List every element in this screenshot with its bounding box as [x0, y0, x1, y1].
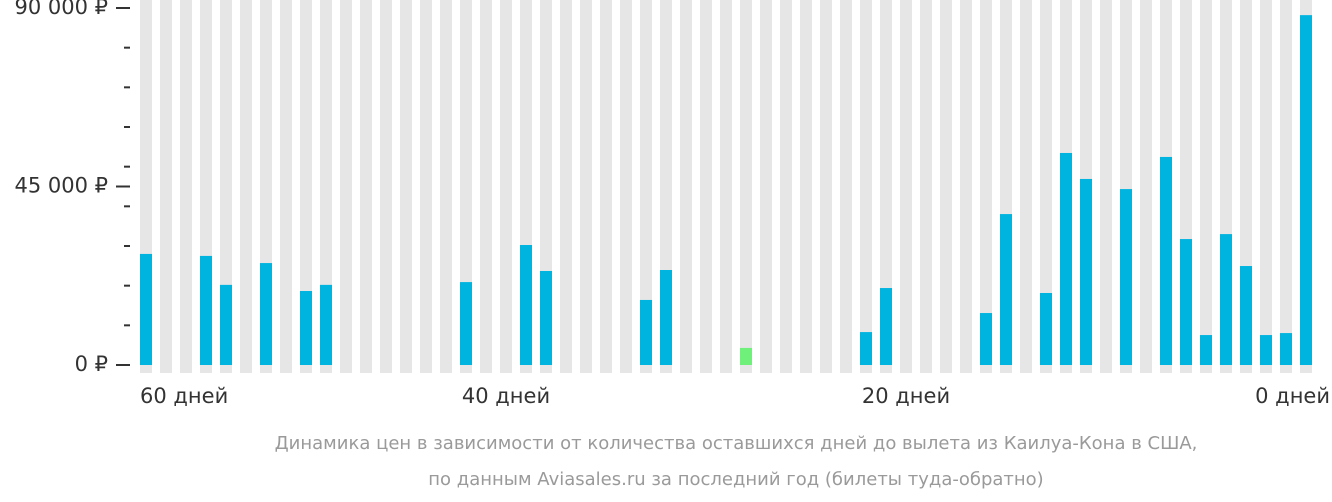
day-column [860, 0, 872, 373]
bar [860, 332, 872, 365]
bar [880, 288, 892, 365]
bar [740, 347, 752, 365]
bar [320, 284, 332, 365]
day-column [220, 0, 232, 373]
day-column [800, 0, 812, 373]
day-column [880, 0, 892, 373]
y-tick-label: 90 000 ₽ [14, 0, 108, 19]
day-column [640, 0, 652, 373]
bar [1260, 335, 1272, 365]
day-column [1140, 0, 1152, 373]
bar [640, 299, 652, 365]
day-column [820, 0, 832, 373]
day-column [1280, 0, 1292, 373]
day-column [980, 0, 992, 373]
day-column [240, 0, 252, 373]
day-column [840, 0, 852, 373]
day-column [580, 0, 592, 373]
bar [1000, 214, 1012, 365]
caption: Динамика цен в зависимости от количества… [275, 433, 1198, 454]
day-column [1100, 0, 1112, 373]
bar [1240, 266, 1252, 365]
bar [300, 291, 312, 365]
day-column [760, 0, 772, 373]
day-column [740, 0, 752, 373]
caption: по данным Aviasales.ru за последний год … [428, 469, 1043, 490]
x-tick-label: 0 дней [1255, 384, 1330, 408]
bar [520, 245, 532, 365]
day-column [300, 0, 312, 373]
bar [1280, 333, 1292, 365]
day-column [280, 0, 292, 373]
day-column [180, 0, 192, 373]
day-column [1200, 0, 1212, 373]
bar [1180, 239, 1192, 365]
day-column [940, 0, 952, 373]
day-column [620, 0, 632, 373]
x-tick-label: 20 дней [862, 384, 950, 408]
day-column [380, 0, 392, 373]
day-column [560, 0, 572, 373]
bar [1200, 335, 1212, 365]
day-column [900, 0, 912, 373]
day-column [340, 0, 352, 373]
bar [1040, 293, 1052, 365]
day-column [160, 0, 172, 373]
day-column [700, 0, 712, 373]
day-column [780, 0, 792, 373]
bar [540, 270, 552, 365]
day-column [360, 0, 372, 373]
bar [1080, 178, 1092, 365]
bar [660, 269, 672, 365]
bar [220, 284, 232, 365]
day-column [460, 0, 472, 373]
bar [460, 282, 472, 365]
bar [1300, 15, 1312, 365]
bar [1120, 189, 1132, 365]
day-column [420, 0, 432, 373]
day-column [600, 0, 612, 373]
bar [1160, 156, 1172, 365]
day-column [440, 0, 452, 373]
bar [200, 255, 212, 365]
day-column [500, 0, 512, 373]
day-column [1020, 0, 1032, 373]
bar [980, 313, 992, 365]
day-column [720, 0, 732, 373]
y-tick-label: 0 ₽ [75, 352, 108, 376]
bar [140, 253, 152, 365]
x-tick-label: 60 дней [140, 384, 228, 408]
bar [260, 263, 272, 365]
day-column [1040, 0, 1052, 373]
day-column [480, 0, 492, 373]
day-column [1260, 0, 1272, 373]
day-column [920, 0, 932, 373]
day-column [400, 0, 412, 373]
y-tick-label: 45 000 ₽ [14, 174, 108, 198]
day-column [320, 0, 332, 373]
day-column [680, 0, 692, 373]
bar [1060, 152, 1072, 365]
bar [1220, 234, 1232, 365]
day-column [960, 0, 972, 373]
x-tick-label: 40 дней [462, 384, 550, 408]
